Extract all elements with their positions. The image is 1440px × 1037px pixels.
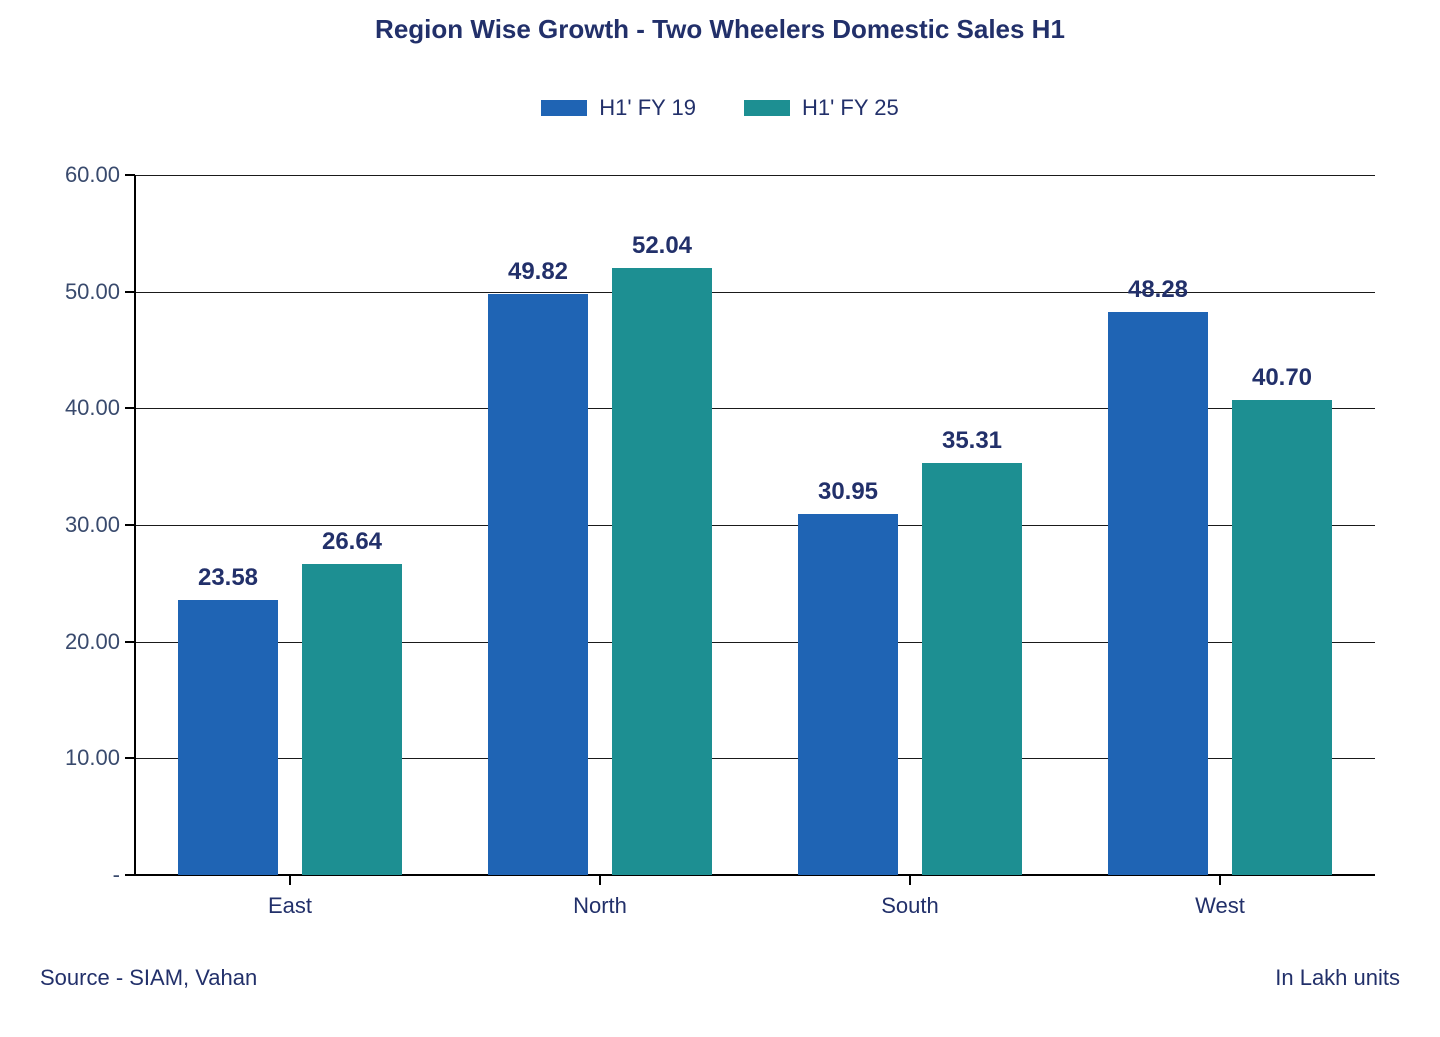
bar xyxy=(488,294,588,875)
bar xyxy=(1232,400,1332,875)
bar xyxy=(612,268,712,875)
y-tick-label: 30.00 xyxy=(25,512,120,538)
y-tick-label: 40.00 xyxy=(25,395,120,421)
x-tick-mark xyxy=(909,875,911,885)
bar-value-label: 35.31 xyxy=(942,427,1002,455)
y-tick-label: 10.00 xyxy=(25,745,120,771)
bar xyxy=(922,463,1022,875)
chart-container: Region Wise Growth - Two Wheelers Domest… xyxy=(0,0,1440,1037)
footer-source: Source - SIAM, Vahan xyxy=(40,965,257,991)
plot-area: -10.0020.0030.0040.0050.0060.0023.5826.6… xyxy=(135,175,1375,875)
bar xyxy=(798,514,898,875)
y-tick-mark xyxy=(125,291,135,293)
bar xyxy=(302,564,402,875)
legend-item-1: H1' FY 25 xyxy=(744,95,899,121)
x-tick-mark xyxy=(599,875,601,885)
bar-value-label: 52.04 xyxy=(632,232,692,260)
y-tick-mark xyxy=(125,757,135,759)
legend-swatch-0 xyxy=(541,100,587,116)
legend: H1' FY 19 H1' FY 25 xyxy=(0,95,1440,121)
y-tick-mark xyxy=(125,641,135,643)
bar-value-label: 40.70 xyxy=(1252,364,1312,392)
y-tick-mark xyxy=(125,874,135,876)
legend-swatch-1 xyxy=(744,100,790,116)
bar-value-label: 23.58 xyxy=(198,564,258,592)
footer-units: In Lakh units xyxy=(1275,965,1400,991)
bar-value-label: 49.82 xyxy=(508,258,568,286)
y-tick-label: 60.00 xyxy=(25,162,120,188)
legend-item-0: H1' FY 19 xyxy=(541,95,696,121)
y-tick-label: 20.00 xyxy=(25,629,120,655)
x-tick-label: East xyxy=(268,893,312,919)
y-tick-mark xyxy=(125,524,135,526)
y-tick-mark xyxy=(125,174,135,176)
legend-label-1: H1' FY 25 xyxy=(802,95,899,121)
y-tick-label: - xyxy=(25,862,120,888)
x-tick-label: North xyxy=(573,893,627,919)
gridline xyxy=(135,175,1375,176)
bar-value-label: 26.64 xyxy=(322,528,382,556)
chart-title: Region Wise Growth - Two Wheelers Domest… xyxy=(0,14,1440,45)
legend-label-0: H1' FY 19 xyxy=(599,95,696,121)
bar-value-label: 48.28 xyxy=(1128,276,1188,304)
x-tick-mark xyxy=(289,875,291,885)
bar xyxy=(178,600,278,875)
x-tick-label: West xyxy=(1195,893,1245,919)
gridline xyxy=(135,292,1375,293)
bar-value-label: 30.95 xyxy=(818,478,878,506)
x-tick-mark xyxy=(1219,875,1221,885)
x-tick-label: South xyxy=(881,893,939,919)
y-tick-label: 50.00 xyxy=(25,279,120,305)
y-tick-mark xyxy=(125,407,135,409)
bar xyxy=(1108,312,1208,875)
